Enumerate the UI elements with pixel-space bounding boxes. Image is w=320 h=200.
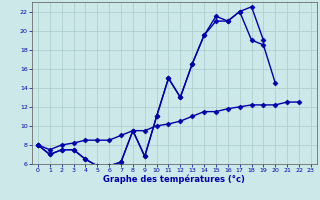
X-axis label: Graphe des températures (°c): Graphe des températures (°c) bbox=[103, 175, 245, 184]
